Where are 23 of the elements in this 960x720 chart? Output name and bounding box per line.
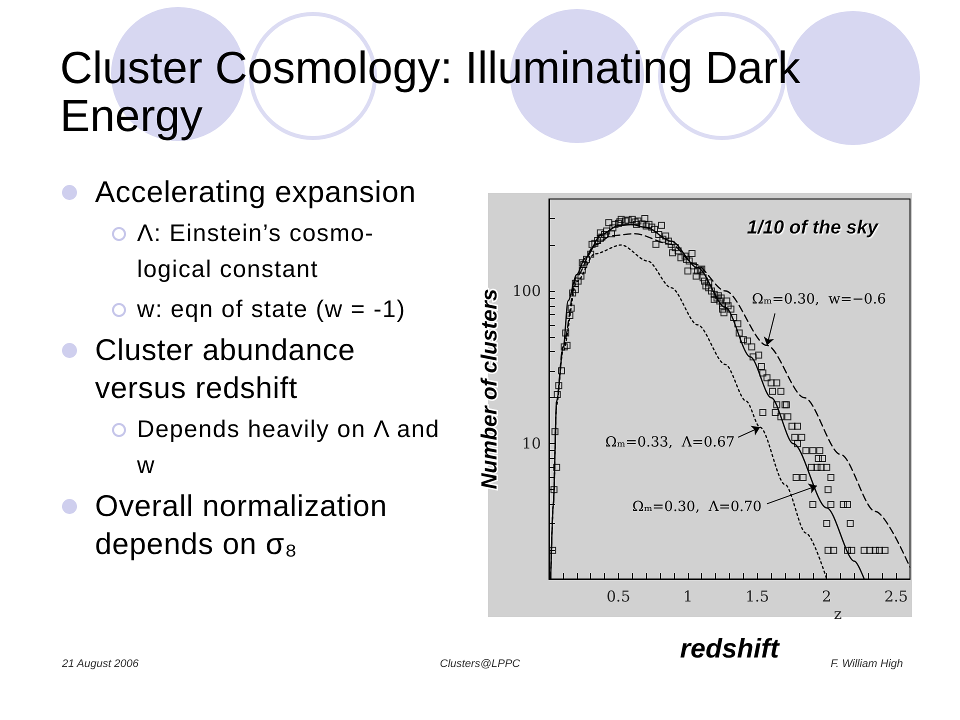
text: z	[834, 605, 842, 623]
y-tick-label: 100	[512, 282, 541, 300]
chart-title: Cluster Cosmology: Illuminating Dark Energy	[60, 42, 802, 141]
text: Accelerating expansion	[95, 176, 416, 209]
x-tick-label: 2.5	[884, 588, 908, 606]
text: F. William High	[830, 658, 903, 670]
text: Cluster abundance versus redshift	[95, 334, 356, 405]
text: w: eqn of state (w = -1)	[137, 296, 406, 323]
x-tick-label: 1	[683, 588, 693, 606]
text: Clusters@LPPC	[440, 658, 520, 670]
x-axis-title: redshift	[680, 634, 780, 664]
text: 21 August 2006	[62, 658, 139, 670]
y-axis-title: Number of clusters	[476, 288, 502, 490]
y-tick-label: 10	[522, 434, 541, 453]
text: Depends heavily on Λ and w	[137, 416, 440, 479]
text: Overall normalization depends on σ₈	[95, 490, 388, 561]
annotation: Ωₘ=0.30, Λ=0.70	[632, 498, 762, 515]
annotation: 1/10 of the sky	[747, 218, 880, 238]
x-tick-label: 2	[822, 588, 832, 606]
annotation: Ωₘ=0.30, w=−0.6	[752, 291, 886, 308]
x-tick-label: 1.5	[745, 588, 770, 606]
annotation: Ωₘ=0.33, Λ=0.67	[605, 434, 735, 450]
x-tick-label: 0.5	[606, 588, 630, 606]
